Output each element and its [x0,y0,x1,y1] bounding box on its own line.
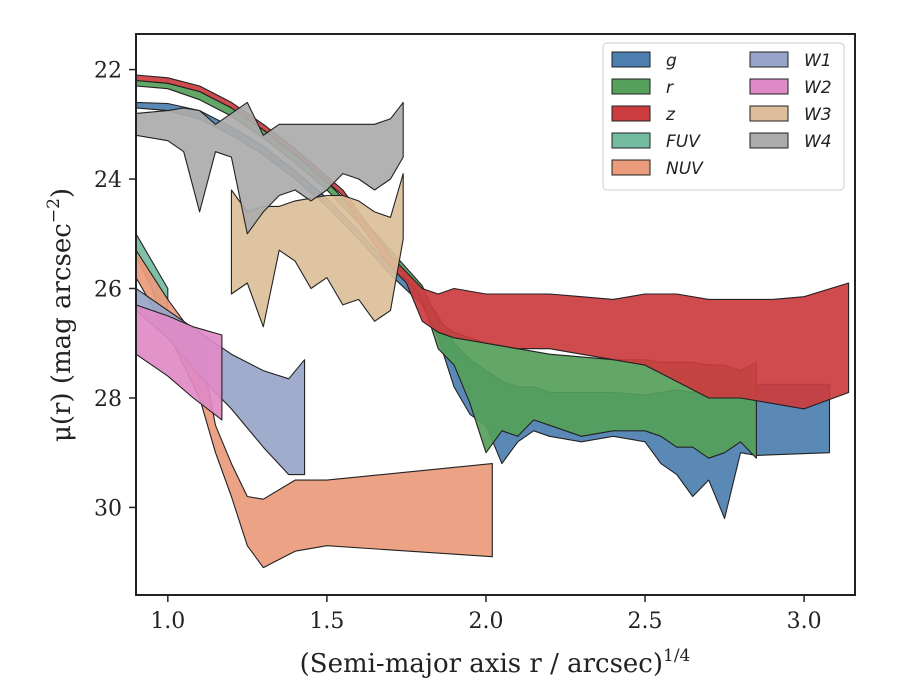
legend: grz FUV NUV W1 W2 W3 W4 [602,42,845,191]
y-tick-label: 24 [94,168,122,193]
legend-label-z: z [665,105,676,125]
legend-label-nuv: NUV [666,159,704,179]
legend-swatch-w3 [749,105,789,122]
legend-swatch-r [611,78,651,95]
x-tick-label: 1.0 [150,609,185,634]
legend-swatch-nuv [611,159,651,176]
legend-label-w2: W2 [804,78,832,98]
x-tick-label: 2.5 [628,609,663,634]
legend-swatch-w1 [749,51,789,68]
legend-label-r: r [666,78,674,98]
series-band-nuv [136,249,493,569]
legend-label-w4: W4 [804,132,832,152]
series-band-w2 [136,304,223,421]
y-axis: 22 24 26 28 30 [94,59,136,521]
x-axis-label-exponent: 1/4 [663,646,690,666]
x-axis-label: (Semi-major axis r / arcsec)1/4 [300,646,691,679]
y-axis-label-close: ) [47,188,77,198]
legend-label-g: g [666,51,677,71]
legend-swatch-w2 [749,78,789,95]
legend-label-fuv: FUV [666,132,701,152]
series-band-w3 [230,173,404,328]
legend-label-w1: W1 [804,51,832,71]
legend-swatch-fuv [611,132,651,149]
y-tick-label: 28 [94,387,122,412]
legend-swatch-g [611,51,651,68]
legend-label-w3: W3 [804,105,832,125]
plot-frame [135,33,856,596]
legend-swatch-z [611,105,651,122]
x-tick-label: 1.5 [309,609,344,634]
y-tick-label: 26 [94,278,122,303]
x-tick-label: 3.0 [787,609,822,634]
legend-swatch-w4 [749,132,789,149]
y-axis-label: μ(r) (mag arcsec−2) [44,188,77,442]
y-tick-label: 30 [94,496,122,521]
y-tick-label: 22 [94,59,122,84]
y-axis-label-exponent: −2 [44,198,64,223]
series-band-w4 [136,101,404,235]
series-layer [136,74,850,569]
x-axis: 1.0 1.5 2.0 2.5 3.0 [150,595,822,634]
x-tick-label: 2.0 [468,609,503,634]
